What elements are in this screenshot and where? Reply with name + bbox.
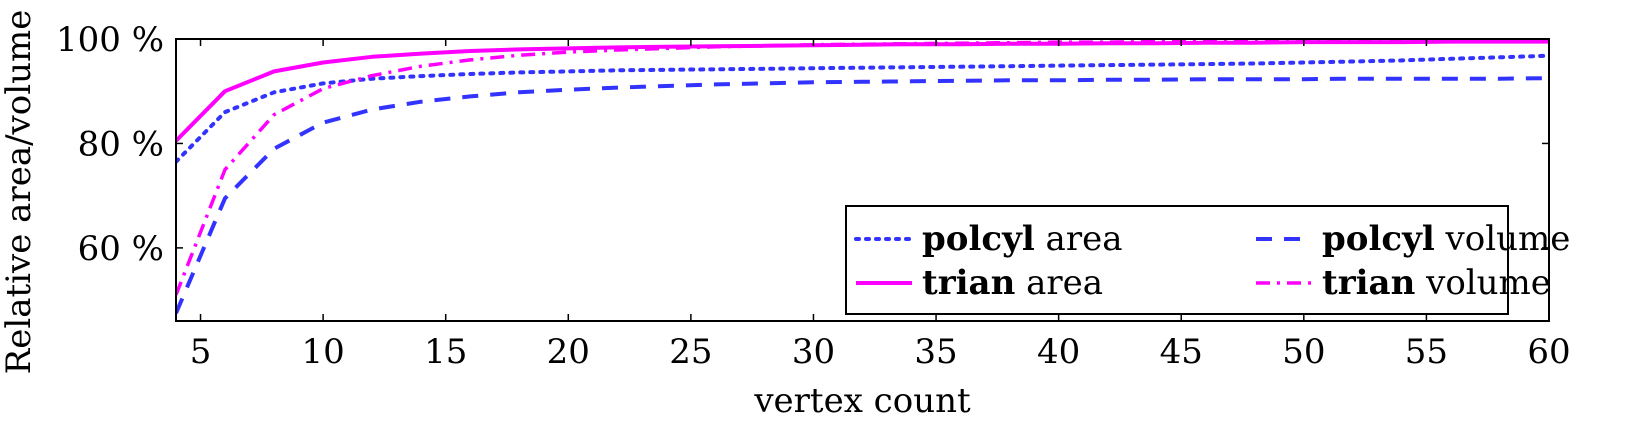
x-tick-label: 30: [792, 332, 835, 372]
legend-label: trian area: [922, 263, 1103, 303]
series-line-polcyl-volume: [176, 76, 1549, 314]
x-tick-label: 5: [190, 332, 212, 372]
legend-label: trian volume: [1322, 263, 1551, 303]
legend-label: polcyl area: [922, 219, 1122, 259]
x-tick-label: 55: [1405, 332, 1448, 372]
legend-entry-polcyl-volume: polcyl volume: [1256, 219, 1570, 259]
legend-label: polcyl volume: [1322, 219, 1570, 259]
x-axis-label: vertex count: [753, 381, 971, 421]
y-tick-label: 100 %: [56, 20, 164, 60]
y-tick-label: 60 %: [78, 229, 164, 269]
x-tick-label: 20: [547, 332, 590, 372]
plot-area-frame: [175, 38, 1550, 322]
x-tick-label: 40: [1037, 332, 1080, 372]
x-tick-label: 50: [1282, 332, 1325, 372]
x-tick-label: 25: [669, 332, 712, 372]
y-tick-label: 80 %: [78, 124, 164, 164]
series-line-polcyl-area: [176, 53, 1549, 164]
y-axis-label: Relative area/volume: [0, 10, 39, 375]
legend-entry-trian-area: trian area: [856, 263, 1103, 303]
x-tick-label: 10: [301, 332, 344, 372]
series-line-trian-area: [176, 39, 1549, 143]
x-tick-label: 60: [1527, 332, 1570, 372]
ticks-layer: 5 10 15 20 25 30 35 40 45 50 55 60 60 % 80 % 100 %: [56, 20, 1571, 372]
series-line-trian-volume: [176, 39, 1549, 296]
legend: polcyl area polcyl volume trian area trian …: [845, 205, 1570, 315]
x-tick-label: 45: [1160, 332, 1203, 372]
x-tick-label: 15: [424, 332, 467, 372]
legend-entry-trian-volume: trian volume: [1256, 263, 1551, 303]
legend-box: [845, 205, 1509, 315]
legend-entry-polcyl-area: polcyl area: [854, 219, 1122, 259]
series-layer: [176, 39, 1549, 314]
x-tick-label: 35: [914, 332, 957, 372]
